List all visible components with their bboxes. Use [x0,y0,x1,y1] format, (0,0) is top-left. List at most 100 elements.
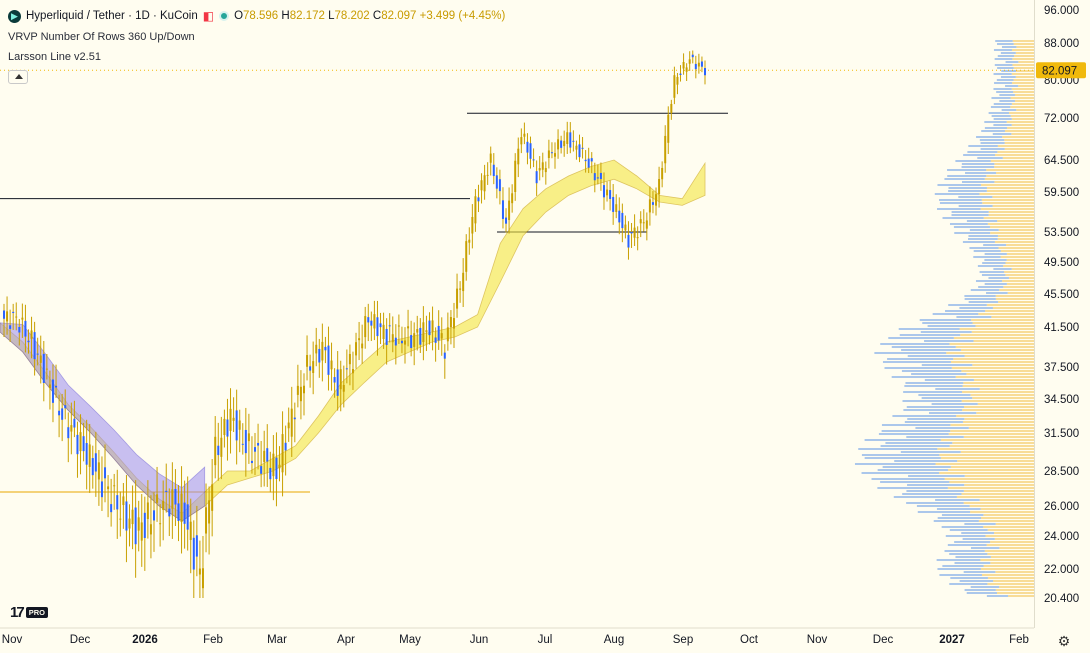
volume-profile-down-bar [921,397,973,399]
candle-body [296,385,299,395]
volume-profile-down-bar [993,103,1012,105]
volume-profile-down-bar [980,142,1005,144]
volume-profile-up-bar [995,298,1034,300]
volume-profile-up-bar [940,457,1034,459]
volume-profile-down-bar [980,148,1005,150]
x-axis-tick-label: Dec [70,634,91,646]
collapse-legend-button[interactable] [8,70,28,84]
symbol-title[interactable]: Hyperliquid / Tether · 1D · KuCoin [26,10,198,22]
candle-body [336,369,339,396]
candle-body [462,272,465,292]
indicator-vrvp[interactable]: VRVP Number Of Rows 360 Up/Down [8,31,195,43]
volume-profile-down-bar [964,523,996,525]
candle-body [79,432,82,452]
volume-profile-up-bar [999,586,1034,588]
volume-profile-down-bar [885,442,953,444]
candle-body [456,288,459,309]
volume-profile-down-bar [939,574,982,576]
candle-body [382,324,385,339]
candle-body [140,522,143,541]
volume-profile-up-bar [995,571,1034,573]
volume-profile-down-bar [911,373,967,375]
flag-icon[interactable]: ◧ [202,9,215,23]
candle-body [618,210,621,223]
volume-profile-down-bar [882,466,951,468]
volume-profile-down-bar [887,358,954,360]
volume-profile-up-bar [987,577,1034,579]
volume-profile-up-bar [935,463,1034,465]
volume-profile-up-bar [987,583,1034,585]
volume-profile-up-bar [956,415,1034,417]
volume-profile-up-bar [1012,82,1034,84]
candle-body [73,418,76,428]
volume-profile-down-bar [898,328,960,330]
candle-body [275,457,278,480]
volume-profile-down-bar [922,322,973,324]
volume-profile-up-bar [960,334,1034,336]
volume-profile-down-bar [906,502,964,504]
candle-body [119,518,122,520]
volume-profile-up-bar [950,430,1034,432]
candle-body [569,132,572,148]
volume-profile-down-bar [947,169,987,171]
volume-profile-down-bar [877,469,949,471]
price-badge [1036,62,1086,79]
y-axis-tick-label: 64.500 [1044,155,1079,167]
volume-profile-down-bar [951,211,989,213]
volume-profile-down-bar [888,337,954,339]
tv-logo-icon: 17 [10,604,25,621]
volume-profile-up-bar [950,361,1034,363]
candle-body [651,202,654,205]
indicator-larsson[interactable]: Larsson Line v2.51 [8,51,101,63]
candle-body [312,361,315,374]
candle-body [6,311,9,322]
candle-body [67,427,70,439]
candle-body [284,442,287,451]
volume-profile-down-bar [975,280,1003,282]
volume-profile-up-bar [960,349,1034,351]
volume-profile-down-bar [936,559,981,561]
volume-profile-down-bar [941,514,984,516]
tradingview-logo[interactable]: 17 PRO [10,604,48,621]
volume-profile-down-bar [949,223,988,225]
candle-body [244,429,247,454]
volume-profile-up-bar [964,406,1034,408]
candle-body [587,158,590,168]
candle-body [404,340,407,345]
volume-profile-up-bar [986,190,1034,192]
volume-profile-down-bar [1005,85,1019,87]
candle-body [143,512,146,538]
candle-body [379,323,382,328]
volume-profile-down-bar [964,295,996,297]
candle-body [189,521,192,541]
candle-body [670,103,673,113]
candle-body [373,314,376,329]
x-axis-tick-label: Sep [673,634,693,646]
volume-profile-up-bar [986,304,1034,306]
close-label: C [372,10,382,22]
candle-body [477,197,480,202]
settings-gear-icon[interactable]: ⚙ [1057,633,1071,649]
candle-body [355,342,358,356]
volume-profile-down-bar [951,214,989,216]
candle-body [633,227,636,238]
volume-profile-down-bar [906,436,964,438]
candle-body [554,153,557,157]
candle-body [630,232,633,234]
candle-body [30,330,33,339]
volume-profile-down-bar [956,316,992,318]
candle-body [606,189,609,196]
candle-body [596,177,599,179]
volume-profile-down-bar [988,112,1010,114]
volume-profile-up-bar [963,382,1034,384]
volume-profile-up-bar [976,412,1034,414]
volume-profile-down-bar [1005,61,1019,63]
volume-profile-up-bar [1002,136,1034,138]
volume-profile-down-bar [948,187,987,189]
volume-profile-up-bar [1011,88,1034,90]
volume-profile-down-bar [967,151,998,153]
candle-body [104,467,107,479]
y-axis-tick-label: 31.500 [1044,428,1079,440]
candle-body [116,495,119,510]
